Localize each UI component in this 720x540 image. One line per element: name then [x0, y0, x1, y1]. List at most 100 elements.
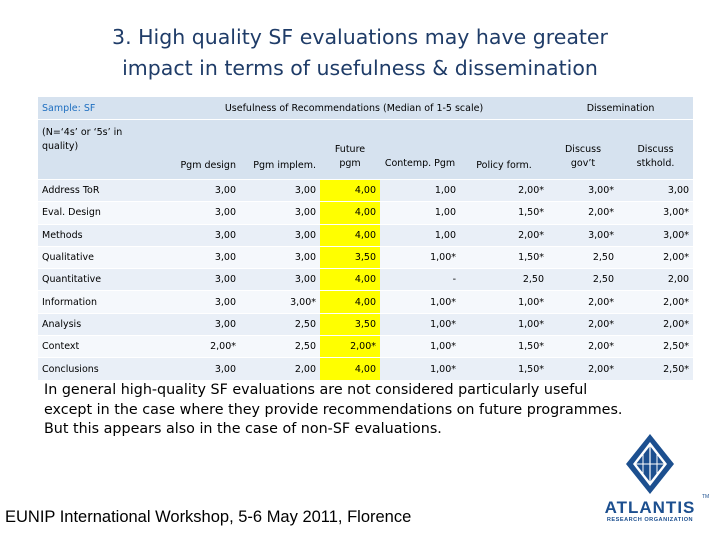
table-cell: 1,00* [460, 312, 549, 336]
table-cell: 2,00* [320, 335, 380, 358]
table-cell: 1,00* [380, 245, 460, 269]
row-label: Methods [38, 223, 160, 247]
table-cell: 1,00* [380, 290, 460, 314]
table-cell: 2,00 [240, 357, 320, 380]
table-cell: 4,00 [320, 201, 380, 225]
table-cell: 3,00 [160, 268, 240, 291]
table-cell: 3,00 [160, 201, 240, 225]
table-row: Information 3,00 3,00* 4,00 1,00* 1,00* … [38, 290, 694, 314]
table-cell: - [380, 268, 460, 291]
table-cell: 4,00 [320, 357, 380, 380]
table-cell: 2,50 [460, 268, 549, 291]
column-header: Policy form. [460, 119, 549, 180]
table-cell: 3,50 [320, 312, 380, 336]
table-cell: 3,00* [548, 223, 619, 247]
table-cell: 1,00* [380, 335, 460, 358]
column-header: Contemp. Pgm [380, 119, 460, 180]
table-row: Analysis 3,00 2,50 3,50 1,00* 1,00* 2,00… [38, 312, 694, 336]
table-row: Conclusions 3,00 2,00 4,00 1,00* 1,50* 2… [38, 357, 694, 380]
table-cell: 1,00* [460, 290, 549, 314]
table-row: Address ToR 3,00 3,00 4,00 1,00 2,00* 3,… [38, 178, 694, 202]
table-cell: 3,00 [240, 178, 320, 202]
sample-label: Sample: SF [38, 97, 160, 120]
table-cell: 2,50 [548, 268, 619, 291]
table-cell: 3,00 [618, 178, 694, 202]
logo-trademark: TM [702, 494, 710, 500]
table-cell: 2,00 [618, 268, 694, 291]
column-header: Pgm implem. [240, 119, 320, 180]
atlantis-logo: ATLANTIS RESEARCH ORGANIZATION TM [590, 430, 710, 525]
summary-line-3: But this appears also in the case of non… [44, 421, 442, 437]
logo-subtitle: RESEARCH ORGANIZATION [606, 517, 694, 523]
table-cell: 2,50 [240, 335, 320, 358]
table-cell: 1,00 [380, 201, 460, 225]
dissemination-group-header: Dissemination [548, 97, 694, 120]
summary-line-1: In general high-quality SF evaluations a… [44, 382, 588, 398]
table-cell: 3,00 [240, 245, 320, 269]
summary-text: In general high-quality SF evaluations a… [44, 381, 704, 440]
table-cell: 1,50* [460, 357, 549, 380]
table-cell: 2,50* [618, 357, 694, 380]
results-table: Sample: SF Usefulness of Recommendations… [38, 97, 694, 380]
table-cell: 2,00* [548, 290, 619, 314]
title-line-2: impact in terms of usefulness & dissemin… [122, 56, 598, 80]
header-row-columns: (N=‘4s’ or ‘5s’ in quality) Pgm design P… [38, 119, 694, 180]
table-cell: 2,00* [460, 223, 549, 247]
table-cell: 3,00* [548, 178, 619, 202]
table-cell: 2,00* [618, 312, 694, 336]
table-cell: 1,00 [380, 178, 460, 202]
table-cell: 2,00* [460, 178, 549, 202]
title-line-1: 3. High quality SF evaluations may have … [112, 25, 608, 49]
row-label-header: (N=‘4s’ or ‘5s’ in quality) [38, 119, 160, 180]
row-label: Context [38, 335, 160, 358]
table-cell: 1,00 [380, 223, 460, 247]
table-cell: 3,00* [618, 223, 694, 247]
table-cell: 1,50* [460, 245, 549, 269]
row-label: Analysis [38, 312, 160, 336]
table-cell: 3,00 [160, 357, 240, 380]
summary-line-2: except in the case where they provide re… [44, 401, 623, 418]
atlantis-emblem-icon [626, 434, 674, 494]
table-row: Context 2,00* 2,50 2,00* 1,00* 1,50* 2,0… [38, 335, 694, 358]
table-cell: 2,00* [160, 335, 240, 358]
table-cell: 2,00* [548, 335, 619, 358]
table-cell: 3,00 [160, 312, 240, 336]
slide-title: 3. High quality SF evaluations may have … [0, 22, 720, 84]
table-cell: 3,00 [240, 201, 320, 225]
table-row: Qualitative 3,00 3,00 3,50 1,00* 1,50* 2… [38, 245, 694, 269]
row-label: Address ToR [38, 178, 160, 202]
table-cell: 2,00* [548, 312, 619, 336]
row-label: Quantitative [38, 268, 160, 291]
table-cell: 2,00* [548, 357, 619, 380]
table-cell: 4,00 [320, 223, 380, 247]
table-cell: 3,00* [240, 290, 320, 314]
table-cell: 2,50* [618, 335, 694, 358]
table-cell: 3,00* [618, 201, 694, 225]
table-cell: 3,50 [320, 245, 380, 269]
table-cell: 2,00* [618, 245, 694, 269]
row-label: Qualitative [38, 245, 160, 269]
table-cell: 1,50* [460, 201, 549, 225]
table-row: Quantitative 3,00 3,00 4,00 - 2,50 2,50 … [38, 268, 694, 291]
header-row-groups: Sample: SF Usefulness of Recommendations… [38, 97, 694, 120]
table-cell: 4,00 [320, 268, 380, 291]
table-cell: 1,00* [380, 312, 460, 336]
table-cell: 4,00 [320, 290, 380, 314]
table-cell: 1,00* [380, 357, 460, 380]
table-cell: 2,00* [548, 201, 619, 225]
column-header: Discuss stkhold. [618, 119, 694, 180]
footer-text: EUNIP International Workshop, 5-6 May 20… [5, 508, 412, 526]
row-label: Conclusions [38, 357, 160, 380]
table-cell: 2,50 [240, 312, 320, 336]
table-cell: 3,00 [240, 223, 320, 247]
table-cell: 3,00 [160, 290, 240, 314]
table-cell: 3,00 [240, 268, 320, 291]
table-cell: 2,50 [548, 245, 619, 269]
table-cell: 4,00 [320, 178, 380, 202]
table-cell: 3,00 [160, 178, 240, 202]
column-header: Future pgm [320, 119, 380, 180]
table-cell: 1,50* [460, 335, 549, 358]
row-label: Eval. Design [38, 201, 160, 225]
row-label: Information [38, 290, 160, 314]
column-header: Pgm design [160, 119, 240, 180]
